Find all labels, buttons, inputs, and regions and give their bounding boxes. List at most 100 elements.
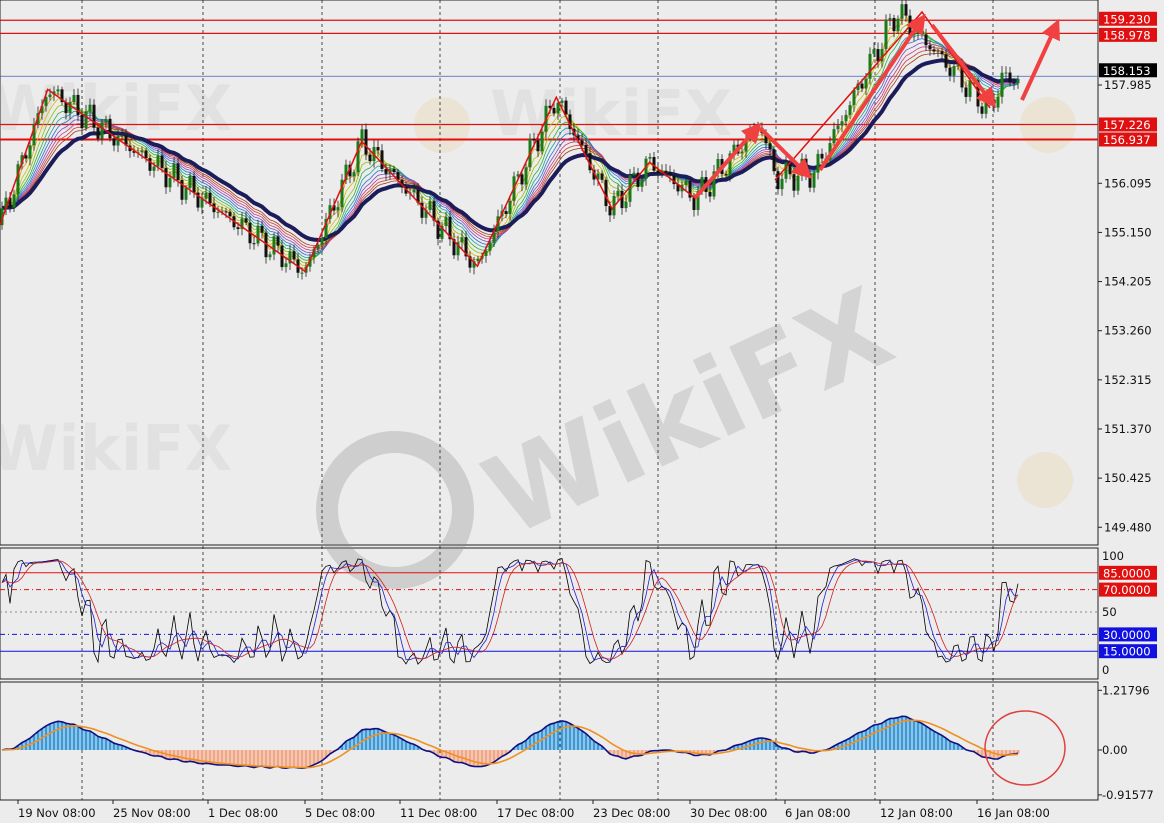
macd-histogram-bar <box>944 738 948 750</box>
macd-histogram-bar <box>64 723 68 750</box>
macd-histogram-bar <box>348 739 352 750</box>
candle <box>888 18 892 20</box>
macd-histogram-bar <box>308 750 312 767</box>
candle <box>1000 72 1004 97</box>
candle <box>728 153 732 176</box>
candle <box>444 216 448 226</box>
macd-histogram-bar <box>344 741 348 750</box>
macd-histogram-bar <box>740 743 744 750</box>
candle <box>712 171 716 197</box>
macd-histogram-bar <box>92 733 96 750</box>
macd-histogram-bar <box>392 734 396 750</box>
candle <box>84 111 88 129</box>
trend-arrow <box>818 13 926 172</box>
candle <box>848 105 852 115</box>
candle <box>104 118 108 123</box>
macd-histogram-bar <box>972 750 976 752</box>
candle <box>192 175 196 193</box>
stochastic-main-line <box>1 557 1019 665</box>
candle <box>632 172 636 176</box>
candle <box>964 87 968 97</box>
zigzag-line <box>774 10 991 181</box>
candle <box>1012 82 1016 84</box>
candle <box>116 135 120 146</box>
macd-histogram-bar <box>196 750 200 764</box>
price-level-tag <box>1099 117 1157 132</box>
macd-histogram-bar <box>812 750 816 753</box>
oscillator-level-label: 30.0000 <box>1103 628 1151 642</box>
candle <box>868 53 872 79</box>
candle <box>556 102 560 114</box>
time-axis-label: 6 Jan 08:00 <box>785 806 851 820</box>
macd-histogram-bar <box>568 723 572 750</box>
candle <box>80 114 84 129</box>
candle <box>764 133 768 144</box>
candle <box>820 153 824 159</box>
price-axis-label: 151.370 <box>1104 422 1152 436</box>
candle <box>416 189 420 203</box>
macd-histogram-bar <box>276 750 280 767</box>
candle <box>724 174 728 176</box>
candle <box>156 155 160 167</box>
candle <box>404 187 408 194</box>
macd-histogram-bar <box>96 736 100 750</box>
candle <box>176 163 180 181</box>
candle <box>812 172 816 188</box>
macd-histogram-bar <box>564 721 568 750</box>
candle <box>492 230 496 243</box>
macd-histogram-bar <box>172 750 176 759</box>
macd-histogram-bar <box>624 750 628 759</box>
candle <box>604 179 608 207</box>
macd-histogram-bar <box>328 750 332 754</box>
oscillator-level-label: 70.0000 <box>1103 583 1151 597</box>
candle <box>968 80 972 97</box>
oscillator-level-tag <box>1099 565 1157 580</box>
candle <box>508 200 512 214</box>
macd-histogram-bar <box>268 750 272 769</box>
macd-histogram-bar <box>488 750 492 765</box>
macd-histogram-bar <box>916 721 920 750</box>
macd-histogram-bar <box>876 724 880 750</box>
candle <box>864 78 868 89</box>
macd-histogram-bar <box>448 750 452 760</box>
price-level-label: 157.226 <box>1103 118 1151 132</box>
price-axis-label: 155.150 <box>1104 225 1152 239</box>
macd-histogram-bar <box>48 723 52 750</box>
macd-histogram-bar <box>516 744 520 750</box>
candle <box>32 124 36 146</box>
candle <box>412 189 416 193</box>
candle <box>264 232 268 258</box>
candle <box>640 178 644 187</box>
macd-axis-label: 1.21796 <box>1102 683 1150 697</box>
candle <box>456 242 460 256</box>
candle <box>272 236 276 255</box>
candle <box>452 239 456 256</box>
macd-histogram-bar <box>208 750 212 764</box>
candle <box>896 18 900 32</box>
candle <box>788 162 792 175</box>
macd-histogram-bar <box>856 733 860 750</box>
candle <box>40 106 44 114</box>
time-axis-label: 5 Dec 08:00 <box>305 806 375 820</box>
macd-axis-label: -0.91577 <box>1102 788 1154 802</box>
candle <box>440 225 444 239</box>
trend-arrow <box>758 126 813 179</box>
candle <box>600 173 604 180</box>
macd-histogram-bar <box>84 730 88 750</box>
candle <box>608 206 612 216</box>
macd-histogram-bar <box>504 750 508 755</box>
candle <box>208 192 212 204</box>
oscillator-axis-label: 0 <box>1102 663 1109 677</box>
macd-histogram-bar <box>892 718 896 750</box>
candle <box>420 202 424 218</box>
macd-histogram-bar <box>928 728 932 750</box>
macd-histogram-bar <box>960 746 964 750</box>
slow-moving-average-line <box>1 58 1019 243</box>
candle <box>172 163 176 179</box>
current-price-tag <box>1099 63 1157 78</box>
zigzag-line <box>0 88 697 273</box>
candle <box>184 188 188 200</box>
candle <box>88 104 92 112</box>
candle <box>276 236 280 246</box>
